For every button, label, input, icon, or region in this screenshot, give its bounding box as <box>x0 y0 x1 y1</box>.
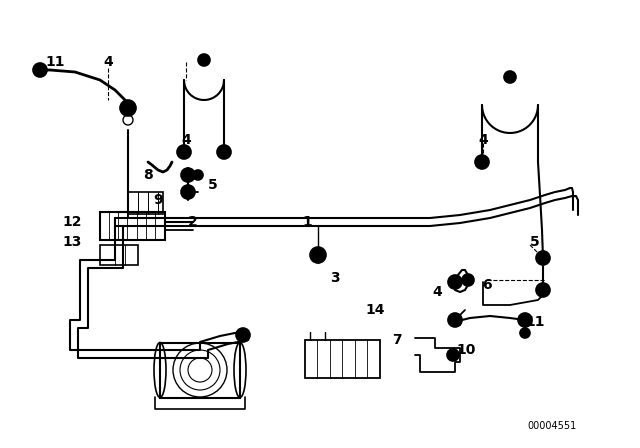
Text: 11: 11 <box>45 55 65 69</box>
Circle shape <box>33 63 47 77</box>
Circle shape <box>217 145 231 159</box>
Bar <box>128 192 163 214</box>
Circle shape <box>475 155 489 169</box>
Text: 3: 3 <box>330 271 340 285</box>
Text: 10: 10 <box>456 343 476 357</box>
Circle shape <box>120 100 136 116</box>
Text: 7: 7 <box>392 333 402 347</box>
Text: 12: 12 <box>62 215 82 229</box>
Circle shape <box>518 313 532 327</box>
Text: 5: 5 <box>208 178 218 192</box>
Circle shape <box>504 71 516 83</box>
Text: 4: 4 <box>478 133 488 147</box>
Circle shape <box>181 168 195 182</box>
Circle shape <box>447 349 459 361</box>
Text: 1: 1 <box>302 215 312 229</box>
Text: 11: 11 <box>525 315 545 329</box>
Text: 00004551: 00004551 <box>527 421 577 431</box>
Circle shape <box>198 54 210 66</box>
Circle shape <box>181 185 195 199</box>
Bar <box>160 343 240 398</box>
Circle shape <box>310 247 326 263</box>
Text: 2: 2 <box>188 215 198 229</box>
Circle shape <box>193 170 203 180</box>
Circle shape <box>536 283 550 297</box>
Circle shape <box>177 145 191 159</box>
Text: 8: 8 <box>143 168 153 182</box>
Text: 14: 14 <box>365 303 385 317</box>
Text: 13: 13 <box>62 235 82 249</box>
Text: 6: 6 <box>482 278 492 292</box>
Bar <box>305 340 380 378</box>
Circle shape <box>462 274 474 286</box>
Bar <box>100 212 165 240</box>
Text: 5: 5 <box>530 235 540 249</box>
Text: 4: 4 <box>103 55 113 69</box>
Text: 4: 4 <box>181 133 191 147</box>
Text: 4: 4 <box>452 315 462 329</box>
Circle shape <box>236 328 250 342</box>
Text: 9: 9 <box>153 193 163 207</box>
Circle shape <box>520 328 530 338</box>
Bar <box>100 245 138 265</box>
Circle shape <box>536 251 550 265</box>
Circle shape <box>448 275 462 289</box>
Text: 4: 4 <box>432 285 442 299</box>
Circle shape <box>448 313 462 327</box>
